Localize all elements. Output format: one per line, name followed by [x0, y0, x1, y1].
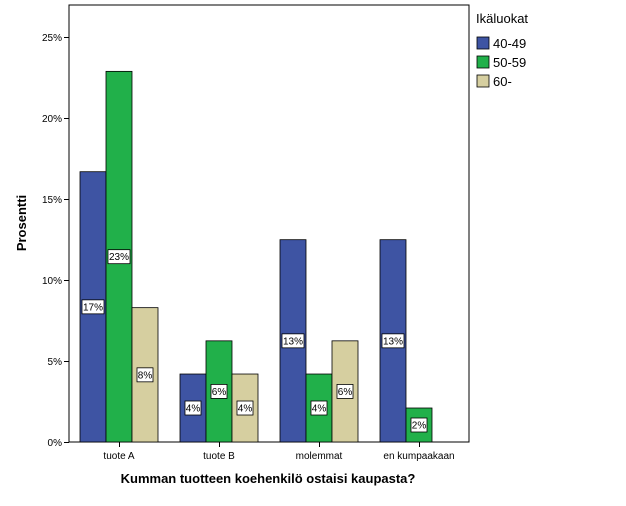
data-label-box	[381, 333, 405, 349]
x-tick-label: en kumpaakaan	[383, 451, 454, 462]
data-label: 2%	[412, 421, 427, 432]
data-label-box	[410, 417, 428, 433]
legend-swatch	[476, 74, 490, 88]
legend: Ikäluokat 40-49 50-59 60-	[476, 11, 528, 89]
y-tick-label: 25%	[42, 33, 62, 44]
data-label-box	[281, 333, 305, 349]
data-label-box	[136, 367, 154, 383]
data-label: 23%	[109, 252, 129, 263]
y-tick-label: 20%	[42, 114, 62, 125]
data-label: 13%	[383, 336, 403, 347]
x-axis: tuote A tuote B molemmat en kumpaakaan	[103, 442, 455, 462]
data-label-box	[236, 400, 254, 416]
data-labels-layer: 17% 23% 8% 4% 6% 4% 13% 4% 6% 13% 2%	[81, 249, 428, 433]
data-label: 4%	[312, 404, 327, 415]
y-axis: 0% 5% 10% 15% 20% 25%	[42, 33, 69, 449]
y-tick-label: 15%	[42, 195, 62, 206]
data-label: 6%	[212, 387, 227, 398]
y-axis-title: Prosentti	[14, 195, 29, 251]
data-label: 8%	[138, 370, 153, 381]
legend-label: 40-49	[493, 36, 526, 51]
x-tick-label: molemmat	[296, 451, 343, 462]
data-label-box	[184, 400, 202, 416]
data-label-box	[81, 299, 105, 315]
data-label-box	[310, 400, 328, 416]
x-tick-label: tuote B	[203, 451, 235, 462]
data-label-box	[210, 384, 228, 399]
y-tick-label: 0%	[48, 438, 63, 449]
data-label: 6%	[338, 387, 353, 398]
legend-swatch	[476, 36, 490, 50]
data-label: 4%	[186, 404, 201, 415]
legend-swatch	[476, 55, 490, 69]
legend-label: 50-59	[493, 55, 526, 70]
y-tick-label: 10%	[42, 276, 62, 287]
y-tick-label: 5%	[48, 357, 63, 368]
x-tick-label: tuote A	[103, 451, 134, 462]
data-label: 17%	[83, 302, 103, 313]
data-label: 4%	[238, 404, 253, 415]
legend-title: Ikäluokat	[476, 11, 528, 26]
data-label-box	[107, 249, 131, 265]
data-label: 13%	[283, 336, 303, 347]
legend-items: 40-49 50-59 60-	[476, 36, 526, 89]
x-axis-title: Kumman tuotteen koehenkilö ostaisi kaupa…	[121, 471, 416, 486]
legend-label: 60-	[493, 74, 512, 89]
data-label-box	[336, 384, 354, 399]
